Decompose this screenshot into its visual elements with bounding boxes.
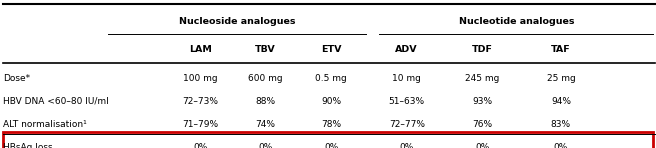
Text: ALT normalisation¹: ALT normalisation¹	[3, 120, 87, 129]
Text: 71–79%: 71–79%	[182, 120, 218, 129]
Text: 83%: 83%	[551, 120, 571, 129]
Text: 25 mg: 25 mg	[546, 74, 575, 83]
Text: HBsAg loss: HBsAg loss	[3, 143, 53, 148]
Text: TDF: TDF	[472, 45, 493, 54]
Text: 76%: 76%	[472, 120, 492, 129]
Text: Dose*: Dose*	[3, 74, 30, 83]
Text: ADV: ADV	[396, 45, 418, 54]
Text: 78%: 78%	[321, 120, 341, 129]
Text: 74%: 74%	[256, 120, 276, 129]
Text: 100 mg: 100 mg	[183, 74, 217, 83]
Text: 600 mg: 600 mg	[249, 74, 283, 83]
Text: ETV: ETV	[321, 45, 342, 54]
Text: TAF: TAF	[551, 45, 571, 54]
Text: 94%: 94%	[551, 97, 571, 106]
Text: LAM: LAM	[189, 45, 211, 54]
Text: 0%: 0%	[554, 143, 568, 148]
Text: 0%: 0%	[400, 143, 414, 148]
Text: 0%: 0%	[324, 143, 338, 148]
Text: 72–73%: 72–73%	[182, 97, 218, 106]
Text: 93%: 93%	[472, 97, 492, 106]
Text: 51–63%: 51–63%	[388, 97, 425, 106]
Text: 72–77%: 72–77%	[389, 120, 424, 129]
Text: Nucleoside analogues: Nucleoside analogues	[179, 17, 296, 26]
Text: 245 mg: 245 mg	[465, 74, 499, 83]
Text: 0.5 mg: 0.5 mg	[316, 74, 347, 83]
Text: 10 mg: 10 mg	[392, 74, 421, 83]
Text: 0%: 0%	[193, 143, 207, 148]
Text: 0%: 0%	[475, 143, 489, 148]
Text: 0%: 0%	[258, 143, 273, 148]
Text: 90%: 90%	[321, 97, 341, 106]
Text: Nucleotide analogues: Nucleotide analogues	[459, 17, 574, 26]
Text: 88%: 88%	[256, 97, 276, 106]
Text: TBV: TBV	[255, 45, 276, 54]
Text: HBV DNA <60–80 IU/ml: HBV DNA <60–80 IU/ml	[3, 97, 109, 106]
